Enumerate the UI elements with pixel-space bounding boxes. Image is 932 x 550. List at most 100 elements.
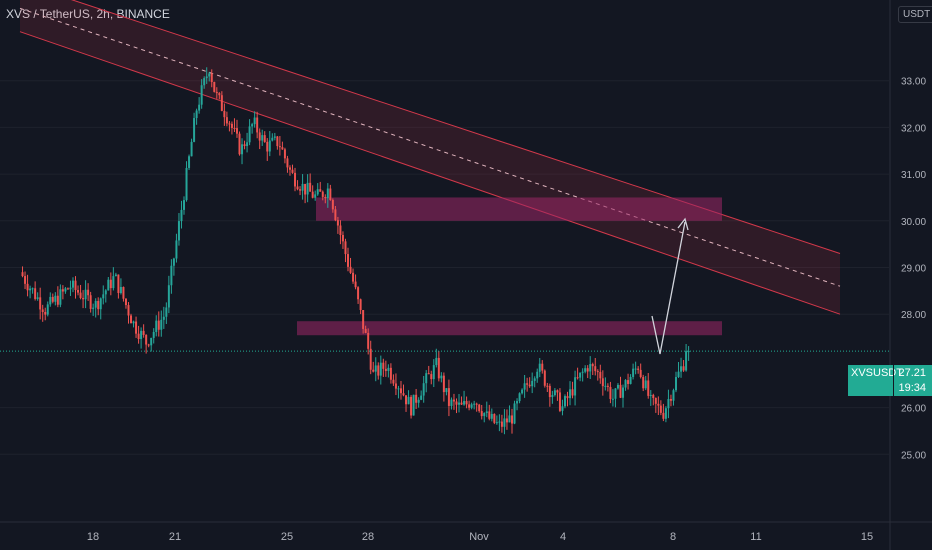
last-price-label: XVSUSDT 27.21 19:34	[848, 365, 932, 396]
candle-body	[485, 411, 488, 414]
candle-body	[124, 298, 127, 306]
candle-body	[584, 368, 587, 372]
candle-body	[551, 395, 554, 398]
candle-body	[357, 287, 360, 300]
candle-body	[59, 289, 62, 305]
candle-body	[445, 388, 448, 393]
candle-body	[132, 321, 135, 324]
candle-body	[622, 387, 625, 398]
x-tick-label: 15	[861, 531, 873, 543]
candle-body	[637, 368, 640, 370]
candle-body	[97, 300, 100, 310]
candle-body	[432, 365, 435, 380]
candle-body	[243, 144, 246, 147]
candle-body	[609, 386, 612, 399]
candle-body	[66, 288, 69, 290]
y-tick-label: 33.00	[901, 77, 926, 88]
candle-body	[430, 374, 433, 380]
candle-body	[39, 297, 42, 310]
candle-body	[518, 393, 521, 402]
candle-body	[273, 136, 276, 138]
candle-body	[306, 182, 309, 195]
candle-body	[634, 368, 637, 370]
candle-body	[589, 364, 592, 372]
candle-body	[248, 126, 251, 143]
candle-body	[331, 199, 334, 210]
candle-body	[258, 132, 261, 141]
candle-body	[94, 300, 97, 308]
candle-body	[667, 398, 670, 409]
candle-body	[460, 402, 463, 405]
candle-body	[256, 117, 259, 133]
candle-body	[294, 172, 297, 187]
candle-body	[64, 288, 67, 292]
candle-body	[24, 276, 27, 284]
candle-body	[175, 240, 178, 259]
candle-body	[233, 128, 236, 130]
x-tick-label: 21	[169, 531, 181, 543]
last-price-value: 27.21	[898, 367, 926, 379]
candle-body	[452, 399, 455, 402]
channel-midline	[19, 7, 841, 287]
y-tick-label: 32.00	[901, 123, 926, 134]
channel-line	[19, 31, 841, 315]
candle-body	[266, 141, 269, 152]
candle-body	[586, 368, 589, 372]
candle-body	[675, 377, 677, 391]
candle-body	[130, 315, 133, 324]
candle-body	[286, 158, 289, 168]
candle-body	[442, 375, 445, 393]
candle-body	[241, 144, 244, 155]
candle-body	[162, 316, 165, 320]
y-tick-label: 31.00	[901, 170, 926, 181]
candle-body	[427, 373, 430, 375]
candle-body	[533, 378, 536, 381]
candle-body	[102, 294, 105, 299]
y-tick-label: 25.00	[901, 450, 926, 461]
candle-body	[190, 141, 193, 157]
candle-body	[61, 289, 64, 292]
candle-body	[49, 296, 52, 305]
candle-body	[177, 221, 180, 241]
candle-body	[200, 85, 203, 105]
last-price-symbol: XVSUSDT	[851, 367, 903, 379]
candle-body	[624, 380, 627, 388]
candle-body	[46, 304, 49, 315]
candle-body	[642, 377, 645, 389]
candle-body	[455, 401, 458, 405]
candle-body	[680, 366, 683, 372]
candle-body	[31, 288, 34, 290]
candle-body	[137, 333, 140, 340]
candle-body	[82, 297, 85, 300]
candle-body	[188, 156, 191, 168]
candle-body	[359, 299, 362, 311]
candle-body	[488, 411, 491, 419]
candle-body	[301, 183, 304, 191]
candle-body	[687, 351, 690, 353]
candle-body	[367, 332, 370, 349]
candle-body	[142, 330, 145, 335]
candle-body	[412, 394, 415, 416]
currency-button[interactable]: USDT	[898, 6, 932, 23]
candle-body	[516, 401, 519, 404]
candle-body	[354, 281, 357, 288]
candle-body	[51, 296, 54, 302]
candle-body	[21, 272, 24, 277]
candle-body	[417, 399, 420, 403]
candle-body	[475, 403, 478, 405]
symbol-title[interactable]: XVS / TetherUS, 2h, BINANCE	[6, 7, 170, 21]
candle-body	[167, 285, 170, 308]
candle-body	[150, 337, 153, 346]
candle-body	[278, 146, 281, 148]
candle-body	[677, 371, 680, 378]
candle-body	[422, 383, 425, 396]
candle-body	[465, 401, 468, 405]
candle-body	[314, 194, 317, 198]
candle-body	[321, 191, 324, 197]
resistance-zone	[316, 197, 722, 221]
candle-body	[326, 188, 329, 199]
candle-body	[397, 388, 400, 390]
candle-body	[152, 332, 155, 338]
candle-body	[92, 307, 95, 309]
